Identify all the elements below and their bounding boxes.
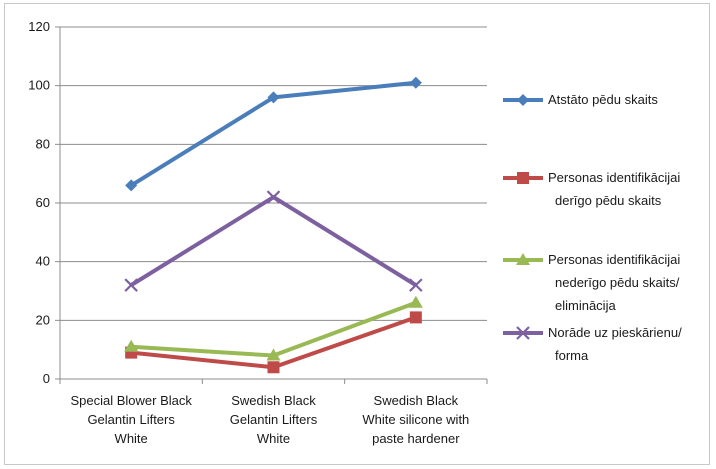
chart-frame: 0 20 40 60 80 100 120 Special Blower Black Gelan… [4,3,710,465]
data-point [408,295,423,308]
legend-entry: Personas identifikācijai nederīgo pēdu sk… [503,252,680,313]
data-point [267,91,280,104]
y-tick-label: 80 [36,136,50,151]
x-tick-label: Swedish Black Gelantin Lifters White [230,393,318,446]
legend-label-line: Atstāto pēdu skaits [548,92,658,107]
legend-label: Atstāto pēdu skaits [548,92,658,107]
legend-label-line: eliminācija [555,298,616,313]
data-point [266,190,281,204]
legend-entry: Atstāto pēdu skaits [503,92,658,107]
y-tick-label: 100 [28,78,50,93]
series-layer [124,76,423,374]
data-point [409,76,422,89]
series-2 [125,311,422,374]
series-1 [125,76,422,192]
x-tick-label-line: White [257,431,290,446]
data-point [266,348,281,361]
legend-label: Personas identifikācijai derīgo pēdu skai… [548,170,680,208]
data-point [267,361,280,374]
x-tick-label-line: Gelantin Lifters [230,412,318,427]
legend-label: Personas identifikācijai nederīgo pēdu sk… [548,252,680,313]
y-tick-label: 0 [43,371,50,386]
x-marker-stroke [409,278,423,292]
x-marker-stroke [516,326,530,340]
line-chart: 0 20 40 60 80 100 120 Special Blower Black Gelan… [28,19,682,446]
legend-marker [517,172,529,184]
legend-entry: Personas identifikācijai derīgo pēdu skai… [503,170,680,208]
legend-label-line: nederīgo pēdu skaits/ [555,275,680,290]
legend-label-line: derīgo pēdu skaits [555,193,662,208]
axes: 0 20 40 60 80 100 120 Special Blower Black Gelan… [28,19,488,446]
legend-label-line: Personas identifikācijai [548,170,680,185]
data-point [125,346,138,359]
x-tick-label-line: Gelantin Lifters [87,412,175,427]
y-tick-label: 60 [36,195,50,210]
y-tick-label: 120 [28,19,50,34]
data-point [124,278,138,292]
series-line [130,195,417,287]
legend-label-line: Norāde uz pieskārienu/ [548,325,682,340]
gridlines [60,26,487,321]
x-tick-label-line: Swedish Black [231,393,316,408]
x-tick-label-line: White silicone with [362,412,469,427]
legend: Atstāto pēdu skaits Personas identifikāci… [503,92,682,363]
x-tick-label-line: Swedish Black [374,393,459,408]
y-tick-label: 40 [36,254,50,269]
legend-label-line: Personas identifikācijai [548,252,680,267]
legend-marker [516,326,530,340]
series-4 [124,190,423,292]
x-tick-label-line: White [115,431,148,446]
data-point [124,339,139,352]
data-point [409,278,423,292]
series-line [131,300,417,358]
legend-marker [517,94,529,106]
y-tick-label: 20 [36,312,50,327]
legend-label: Norāde uz pieskārienu/forma [548,325,682,363]
x-tick-label-line: Special Blower Black [70,393,192,408]
series-3 [124,295,423,361]
x-marker-stroke [124,278,138,292]
legend-entry: Norāde uz pieskārienu/forma [503,325,682,363]
x-tick-label-line: paste hardener [372,431,460,446]
data-point [125,179,138,192]
x-tick-label: Special Blower Black Gelantin Lifters Whit… [70,393,192,446]
legend-label-line: forma [555,348,589,363]
legend-marker [516,253,530,265]
x-tick-label: Swedish Black White silicone with paste ha… [362,393,469,446]
x-marker-stroke [266,190,281,204]
data-point [409,311,422,324]
